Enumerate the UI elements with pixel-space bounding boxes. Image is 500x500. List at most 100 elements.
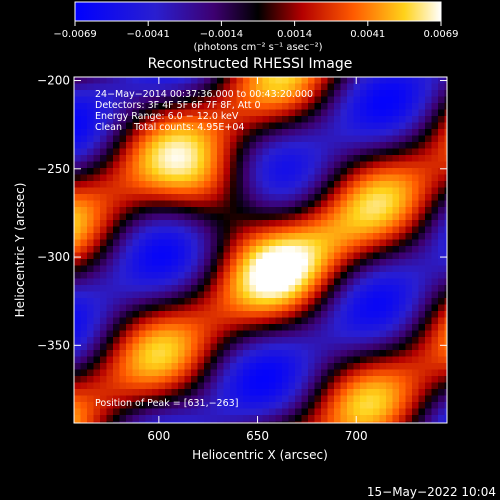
- heatmap-cell: [256, 311, 264, 319]
- heatmap-cell: [184, 90, 192, 98]
- heatmap-cell: [223, 265, 231, 273]
- heatmap-cell: [327, 324, 335, 332]
- heatmap-cell: [405, 382, 413, 390]
- heatmap-cell: [152, 109, 160, 117]
- heatmap-cell: [236, 343, 244, 351]
- heatmap-cell: [334, 90, 342, 98]
- heatmap-cell: [418, 350, 426, 358]
- heatmap-cell: [106, 142, 114, 150]
- heatmap-cell: [106, 239, 114, 247]
- heatmap-cell: [360, 408, 368, 416]
- heatmap-cell: [217, 129, 225, 137]
- heatmap-cell: [308, 220, 316, 228]
- heatmap-cell: [80, 304, 88, 312]
- heatmap-cell: [210, 155, 218, 163]
- heatmap-cell: [119, 122, 127, 130]
- heatmap-cell: [100, 337, 108, 345]
- heatmap-cell: [145, 83, 153, 91]
- heatmap-cell: [236, 161, 244, 169]
- heatmap-cell: [295, 369, 303, 377]
- heatmap-cell: [119, 194, 127, 202]
- heatmap-cell: [87, 96, 95, 104]
- heatmap-cell: [418, 129, 426, 137]
- heatmap-cell: [295, 187, 303, 195]
- heatmap-cell: [444, 408, 447, 416]
- heatmap-cell: [171, 96, 179, 104]
- heatmap-cell: [373, 213, 381, 221]
- heatmap-cell: [379, 200, 387, 208]
- heatmap-cell: [373, 220, 381, 228]
- heatmap-cell: [80, 194, 88, 202]
- heatmap-cell: [132, 220, 140, 228]
- heatmap-cell: [340, 168, 348, 176]
- heatmap-cell: [171, 291, 179, 299]
- heatmap-cell: [399, 233, 407, 241]
- heatmap-cell: [165, 317, 173, 325]
- heatmap-cell: [145, 298, 153, 306]
- heatmap-cell: [74, 356, 82, 364]
- heatmap-cell: [152, 382, 160, 390]
- heatmap-cell: [340, 304, 348, 312]
- heatmap-cell: [184, 96, 192, 104]
- heatmap-cell: [327, 369, 335, 377]
- heatmap-cell: [295, 226, 303, 234]
- heatmap-cell: [80, 83, 88, 91]
- heatmap-cell: [288, 311, 296, 319]
- heatmap-cell: [308, 116, 316, 124]
- heatmap-cell: [269, 376, 277, 384]
- heatmap-cell: [249, 155, 257, 163]
- heatmap-cell: [249, 129, 257, 137]
- heatmap-cell: [282, 291, 290, 299]
- heatmap-cell: [275, 194, 283, 202]
- heatmap-cell: [366, 155, 374, 163]
- heatmap-cell: [93, 239, 101, 247]
- heatmap-cell: [178, 408, 186, 416]
- heatmap-cell: [269, 142, 277, 150]
- heatmap-cell: [113, 155, 121, 163]
- heatmap-cell: [210, 96, 218, 104]
- heatmap-cell: [223, 83, 231, 91]
- heatmap-cell: [165, 265, 173, 273]
- heatmap-cell: [113, 161, 121, 169]
- heatmap-cell: [431, 421, 439, 423]
- heatmap-cell: [223, 246, 231, 254]
- heatmap-cell: [126, 194, 134, 202]
- heatmap-cell: [321, 122, 329, 130]
- heatmap-cell: [282, 350, 290, 358]
- heatmap-cell: [301, 350, 309, 358]
- heatmap-cell: [275, 285, 283, 293]
- heatmap-cell: [275, 109, 283, 117]
- heatmap-cell: [386, 382, 394, 390]
- heatmap-cell: [360, 116, 368, 124]
- heatmap-cell: [334, 291, 342, 299]
- heatmap-cell: [106, 122, 114, 130]
- heatmap-cell: [308, 246, 316, 254]
- heatmap-cell: [139, 395, 147, 403]
- heatmap-cell: [171, 168, 179, 176]
- heatmap-cell: [178, 285, 186, 293]
- heatmap-cell: [373, 233, 381, 241]
- heatmap-cell: [327, 421, 335, 423]
- heatmap-cell: [327, 343, 335, 351]
- heatmap-cell: [444, 252, 447, 260]
- heatmap-cell: [321, 233, 329, 241]
- heatmap-cell: [392, 129, 400, 137]
- heatmap-cell: [145, 330, 153, 338]
- heatmap-cell: [191, 291, 199, 299]
- heatmap-cell: [360, 96, 368, 104]
- heatmap-cell: [223, 142, 231, 150]
- heatmap-cell: [93, 161, 101, 169]
- heatmap-cell: [405, 96, 413, 104]
- heatmap-cell: [399, 356, 407, 364]
- heatmap-cell: [386, 389, 394, 397]
- heatmap-cell: [347, 285, 355, 293]
- heatmap-cell: [412, 252, 420, 260]
- heatmap-cell: [360, 200, 368, 208]
- heatmap-cell: [340, 161, 348, 169]
- heatmap-cell: [80, 220, 88, 228]
- colorbar-tick-label: 0.0014: [277, 29, 312, 40]
- heatmap-cell: [353, 96, 361, 104]
- heatmap-cell: [347, 155, 355, 163]
- heatmap-cell: [256, 285, 264, 293]
- heatmap-cell: [80, 200, 88, 208]
